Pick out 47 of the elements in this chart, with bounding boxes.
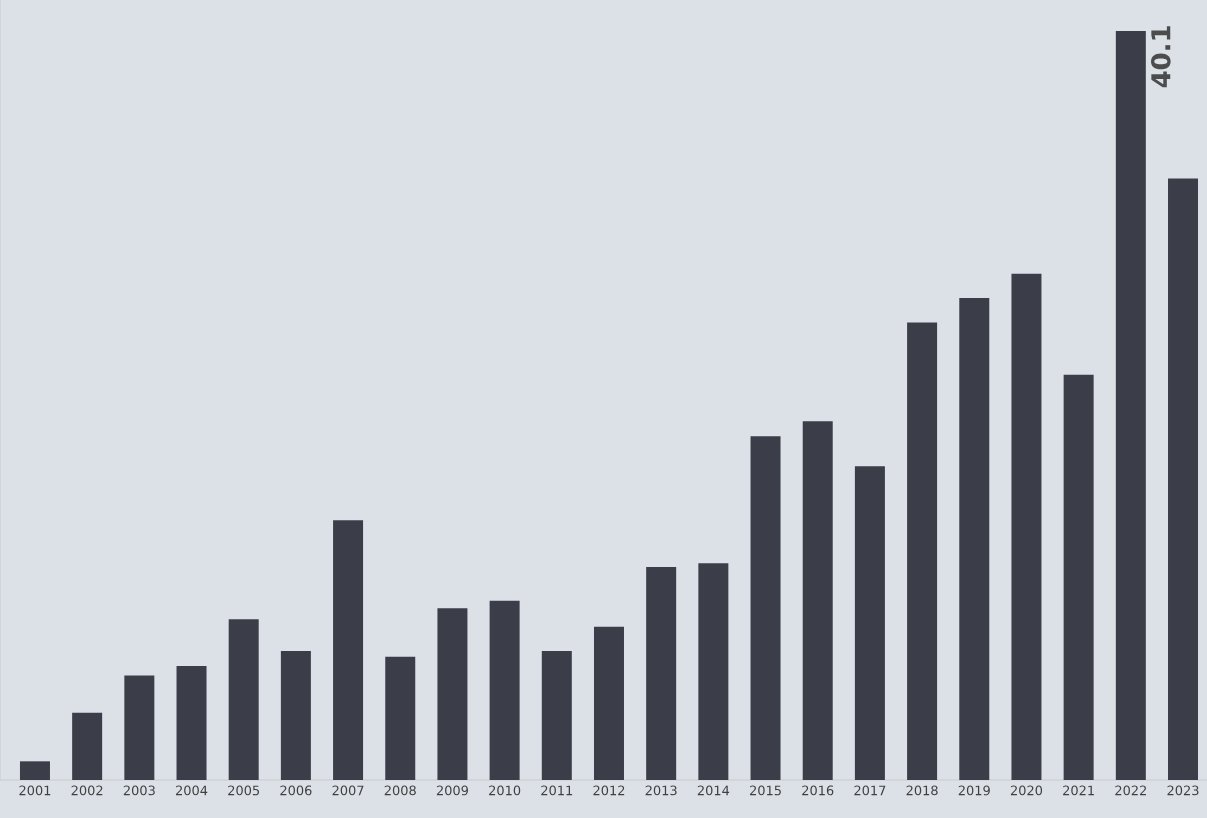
bar (959, 298, 990, 780)
bar (489, 600, 520, 780)
x-tick-label: 2014 (697, 785, 730, 796)
bar (1168, 178, 1199, 780)
x-tick-label: 2023 (1167, 785, 1199, 796)
x-tick-label: 2008 (384, 785, 416, 796)
bar (646, 567, 677, 780)
x-tick-label: 2010 (489, 785, 521, 796)
x-tick-label: 2022 (1115, 785, 1146, 796)
x-tick-label: 2012 (593, 785, 625, 796)
bar (124, 675, 155, 780)
bar (907, 322, 938, 780)
x-tick-label: 2006 (280, 785, 312, 796)
bar (176, 666, 207, 780)
bar (333, 520, 364, 780)
bar (698, 563, 729, 780)
bar (541, 651, 572, 780)
x-tick-label: 2019 (958, 785, 990, 796)
x-tick-label: 2002 (71, 785, 103, 796)
x-tick-label: 2001 (19, 785, 51, 796)
x-tick-label: 2013 (645, 785, 677, 796)
x-tick-label: 2017 (854, 785, 886, 796)
x-tick-label: 2007 (332, 785, 364, 796)
bar (72, 712, 103, 780)
data-label: 40.1 (1151, 26, 1171, 88)
x-tick-label: 2005 (228, 785, 260, 796)
bar (854, 466, 885, 780)
bar (437, 608, 468, 780)
x-tick-label: 2011 (541, 785, 573, 796)
bar (802, 421, 833, 780)
x-tick-label: 2020 (1010, 785, 1043, 796)
x-tick-label: 2004 (175, 785, 208, 796)
bar (280, 651, 311, 780)
x-tick-label: 2021 (1063, 785, 1094, 796)
bar (1011, 273, 1042, 780)
bar (1115, 30, 1146, 780)
x-tick-label: 2009 (436, 785, 468, 796)
bar (1063, 374, 1094, 780)
bar (385, 656, 416, 780)
x-tick-label: 2018 (906, 785, 938, 796)
bar (750, 436, 781, 780)
bar (228, 619, 259, 780)
bar (19, 761, 50, 780)
x-tick-label: 2016 (802, 785, 834, 796)
bar (593, 626, 624, 780)
x-tick-label: 2003 (123, 785, 155, 796)
x-tick-label: 2015 (750, 785, 781, 796)
